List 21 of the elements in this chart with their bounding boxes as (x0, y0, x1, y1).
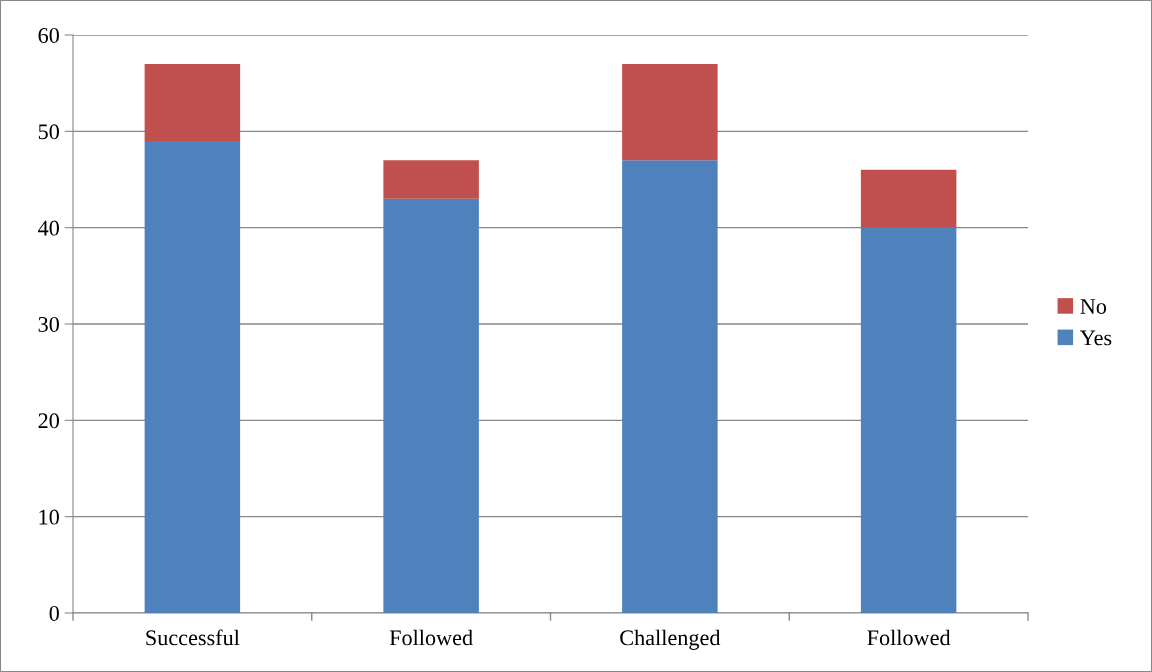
y-tick-label: 60 (38, 27, 59, 43)
bar (383, 198, 479, 613)
bar (860, 227, 957, 613)
legend-label: No (1080, 299, 1107, 314)
bar (383, 160, 479, 199)
y-tick-label: 20 (38, 413, 59, 429)
y-tick-label: 30 (38, 316, 59, 332)
y-tick-label: 50 (38, 124, 59, 140)
y-tick-label: 40 (38, 220, 59, 236)
x-tick-label: Successful (146, 629, 240, 646)
legend-label: Yes (1080, 330, 1112, 346)
y-tick-label: 0 (49, 605, 59, 621)
x-tick-label: Challenged (620, 629, 721, 650)
x-tick-label: Followed (389, 629, 473, 646)
bar (622, 160, 718, 613)
x-tick-label: Followed (867, 629, 951, 646)
y-tick-label: 10 (39, 509, 59, 525)
bar (144, 140, 241, 613)
bar (860, 169, 957, 228)
bar (144, 63, 241, 141)
bar (622, 63, 718, 161)
